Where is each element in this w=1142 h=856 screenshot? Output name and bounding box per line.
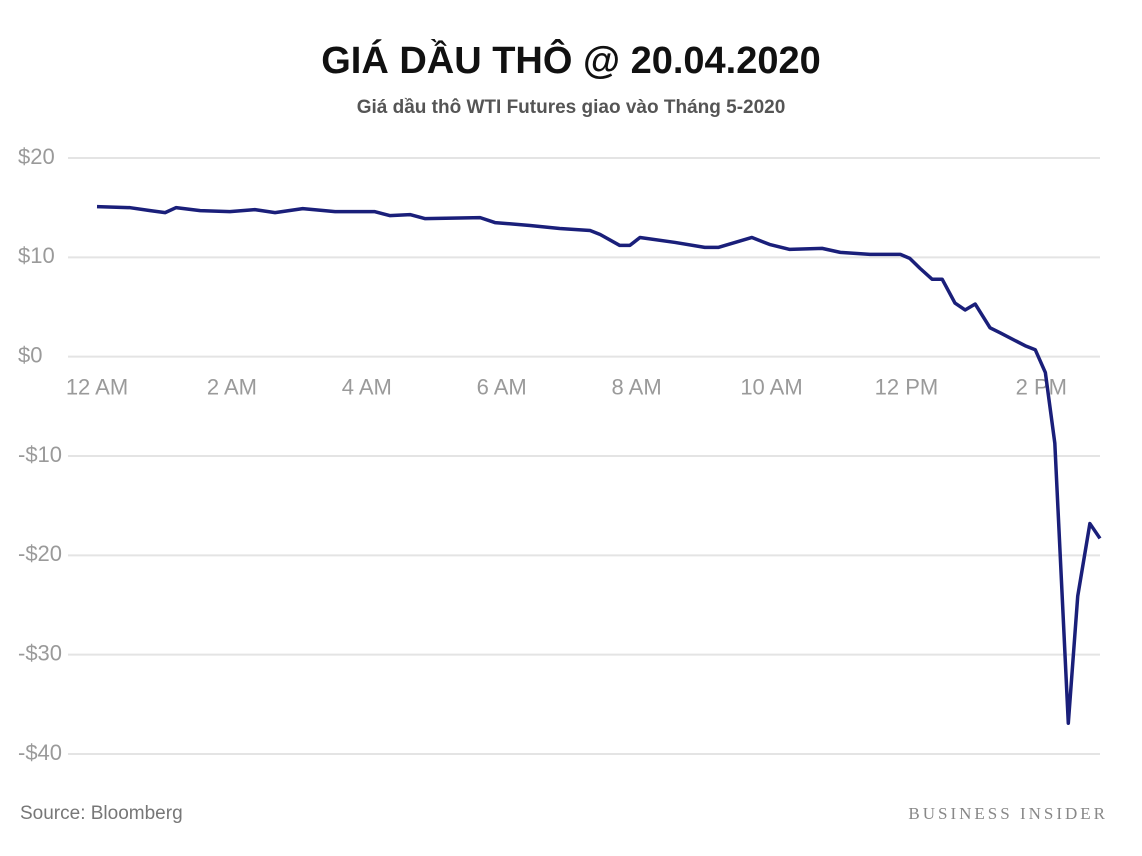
x-tick-label: 10 AM — [740, 374, 802, 399]
x-tick-label: 12 PM — [875, 374, 939, 399]
y-tick-label: $20 — [18, 144, 55, 169]
x-tick-label: 8 AM — [612, 374, 662, 399]
x-tick-label: 6 AM — [477, 374, 527, 399]
x-tick-label: 4 AM — [342, 374, 392, 399]
brand: BUSINESS INSIDER — [908, 804, 1108, 823]
y-tick-label: -$20 — [18, 541, 62, 566]
chart-title: GIÁ DẦU THÔ @ 20.04.2020 — [321, 37, 821, 82]
y-tick-label: -$30 — [18, 640, 62, 665]
y-tick-label: -$10 — [18, 442, 62, 467]
y-tick-label: -$40 — [18, 740, 62, 765]
x-tick-label: 12 AM — [66, 374, 128, 399]
y-tick-label: $10 — [18, 243, 55, 268]
source: Source: Bloomberg — [20, 803, 183, 824]
x-tick-label: 2 PM — [1016, 374, 1067, 399]
price-line — [96, 204, 1102, 725]
y-tick-label: $0 — [18, 342, 42, 367]
chart-subtitle: Giá dầu thô WTI Futures giao vào Tháng 5… — [357, 97, 786, 118]
x-tick-label: 2 AM — [207, 374, 257, 399]
